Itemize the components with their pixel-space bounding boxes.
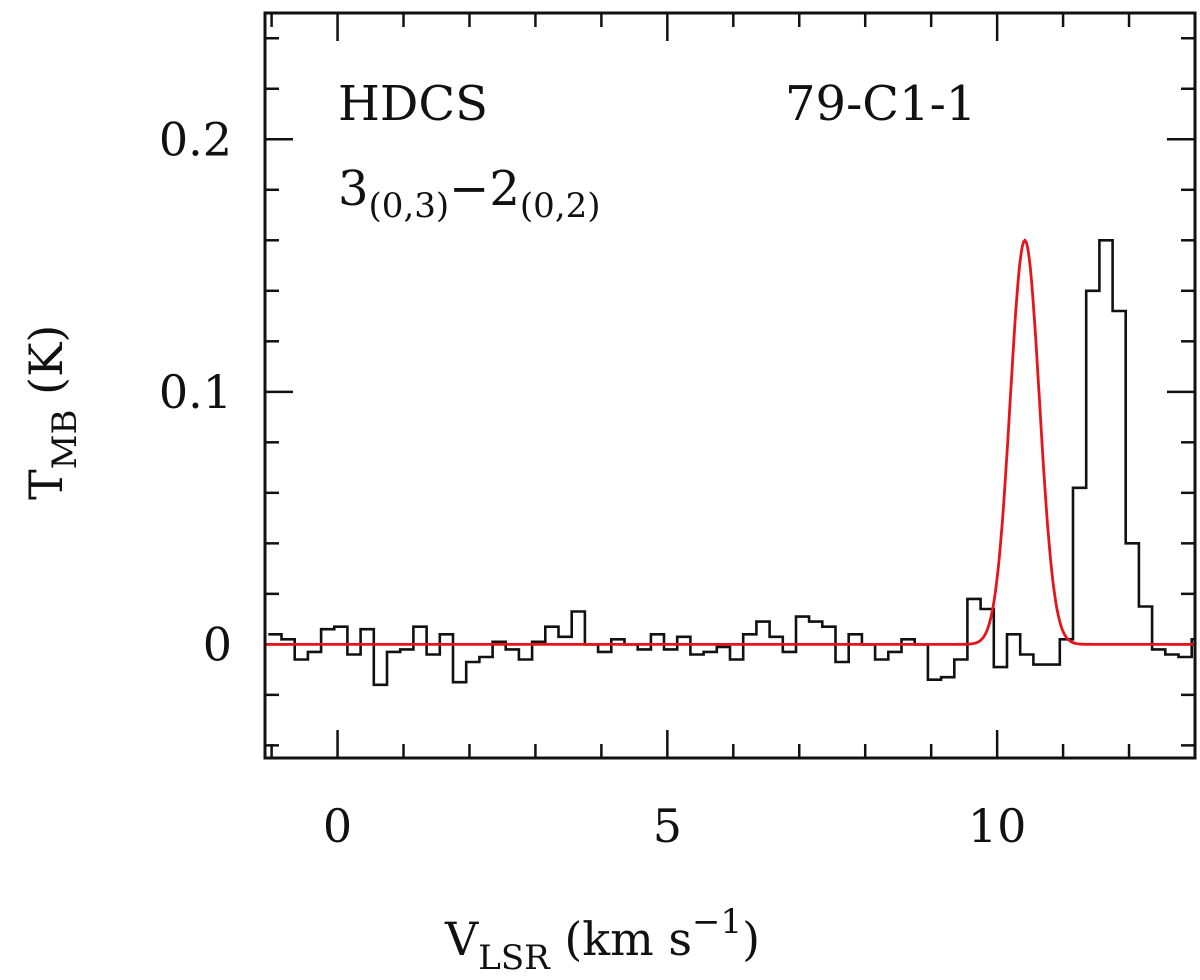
axis-ticks xyxy=(265,13,1197,758)
gaussian-fit-line xyxy=(265,238,1195,646)
x-axis-title-rest: (km s xyxy=(550,912,692,966)
x-axis-title: VLSR (km s−1) xyxy=(444,902,760,978)
x-axis-title-sub: LSR xyxy=(478,938,551,978)
y-axis-title-rest: (K) xyxy=(19,325,73,410)
transition-label: 3(0,3)−2(0,2) xyxy=(338,161,601,226)
x-tick-label: 10 xyxy=(968,799,1027,853)
y-axis-title: TMB (K) xyxy=(19,325,85,500)
y-tick-label: 0 xyxy=(203,617,232,671)
x-axis-title-close: ) xyxy=(742,912,760,966)
x-tick-label: 0 xyxy=(323,799,352,853)
transition-upper: 3 xyxy=(338,161,369,217)
y-axis-title-main: T xyxy=(19,469,73,500)
transition-lower-sub: (0,2) xyxy=(520,186,601,226)
x-axis-title-main: V xyxy=(444,912,479,966)
source-label: 79-C1-1 xyxy=(785,76,976,132)
observed-spectrum-line xyxy=(268,239,1195,687)
transition-sep: −2 xyxy=(449,161,520,217)
tick-labels: 0 5 10 0 0.1 0.2 xyxy=(159,112,1027,853)
y-axis-title-sub: MB xyxy=(45,410,85,470)
series-layer xyxy=(265,238,1195,687)
x-axis-title-sup: −1 xyxy=(692,902,742,942)
plot-frame xyxy=(263,11,1197,760)
x-tick-label: 5 xyxy=(653,799,682,853)
transition-upper-sub: (0,3) xyxy=(369,186,450,226)
y-tick-label: 0.1 xyxy=(159,365,232,419)
molecule-label: HDCS xyxy=(338,76,488,132)
y-tick-label: 0.2 xyxy=(159,112,232,166)
